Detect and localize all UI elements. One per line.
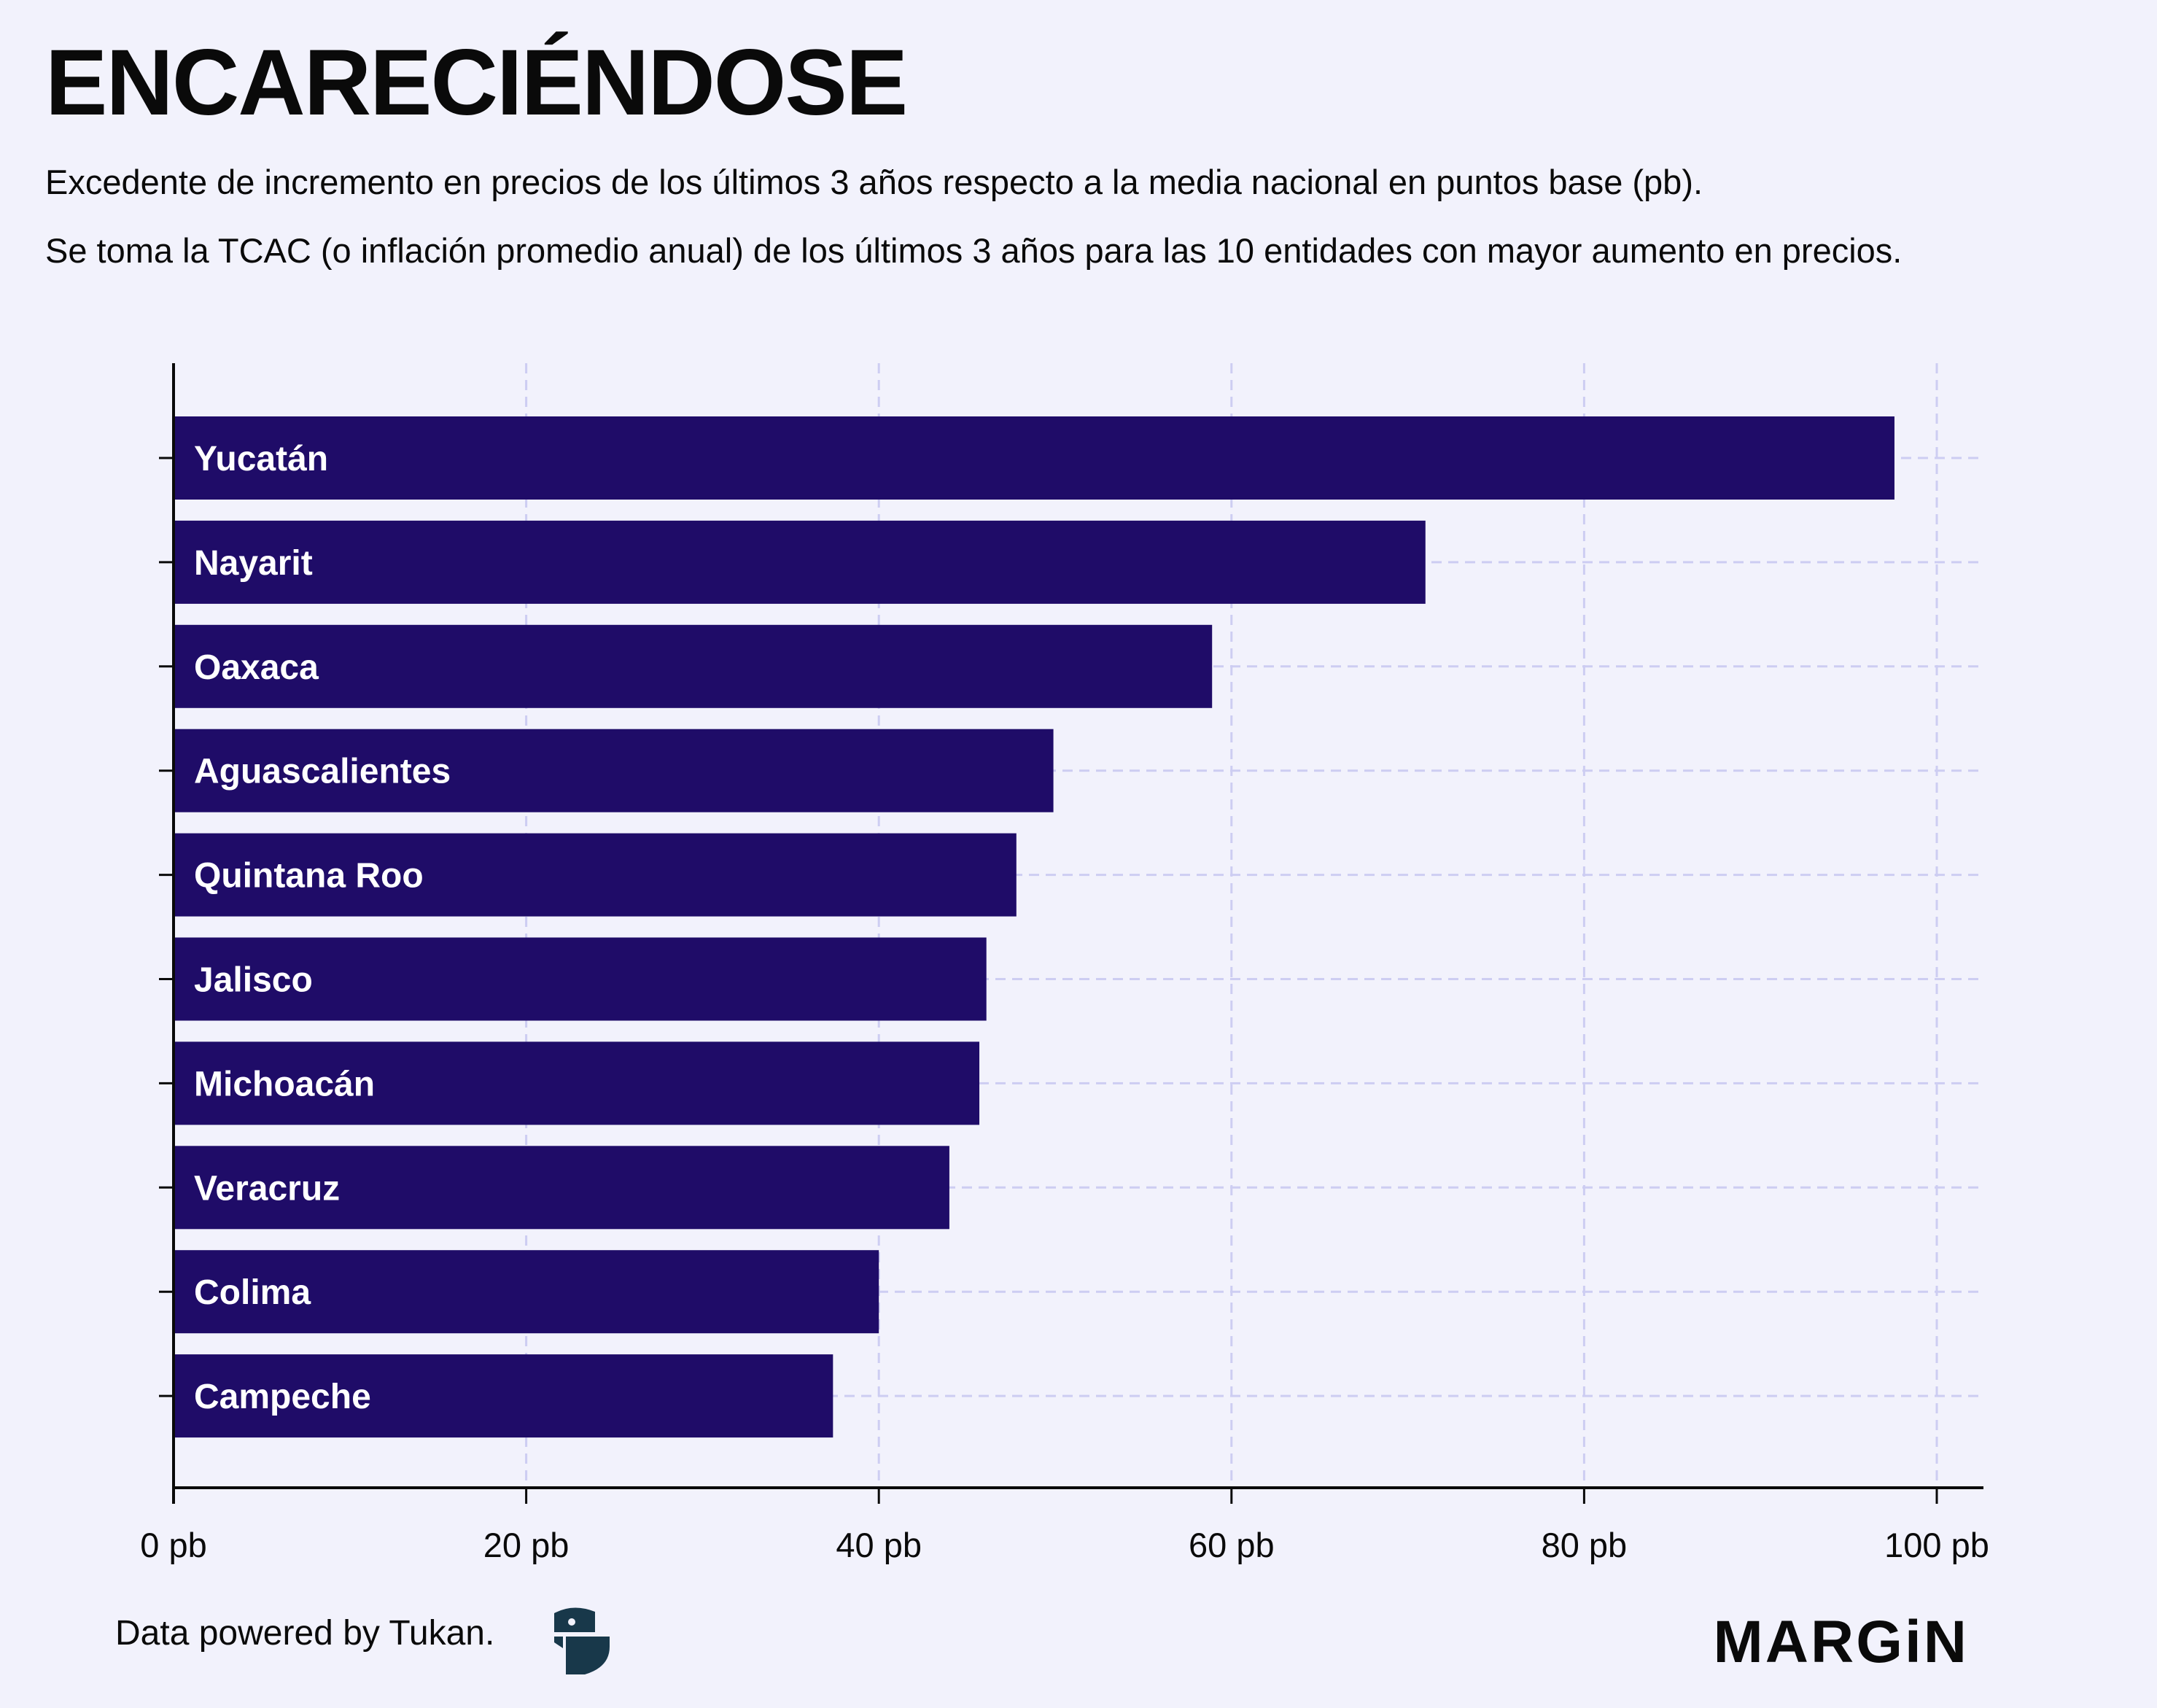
bar-label: Michoacán bbox=[194, 1065, 375, 1103]
x-tick-label: 40 pb bbox=[836, 1526, 922, 1564]
bar bbox=[174, 1354, 833, 1438]
bar bbox=[174, 416, 1894, 500]
data-credit: Data powered by Tukan. bbox=[115, 1614, 495, 1653]
bar-label: Yucatán bbox=[194, 440, 328, 478]
margin-brand-logo: MARGiN bbox=[1713, 1609, 1969, 1675]
bar-label: Campeche bbox=[194, 1378, 371, 1416]
tukan-logo-icon bbox=[554, 1607, 610, 1674]
bar-label: Colima bbox=[194, 1273, 311, 1312]
chart-note: Se toma la TCAC (o inflación promedio an… bbox=[45, 231, 1903, 270]
bar bbox=[174, 937, 987, 1021]
bar bbox=[174, 833, 1017, 917]
bar bbox=[174, 729, 1054, 812]
chart-subtitle: Excedente de incremento en precios de lo… bbox=[45, 163, 1703, 201]
bar-label: Aguascalientes bbox=[194, 753, 451, 791]
x-tick-label: 60 pb bbox=[1189, 1526, 1275, 1564]
bar-label: Nayarit bbox=[194, 544, 313, 583]
bar bbox=[174, 520, 1426, 604]
x-tick-label: 80 pb bbox=[1542, 1526, 1628, 1564]
x-tick-label: 0 pb bbox=[140, 1526, 206, 1564]
bar-label: Quintana Roo bbox=[194, 857, 424, 896]
bar bbox=[174, 624, 1213, 708]
x-tick-label: 100 pb bbox=[1884, 1526, 1989, 1564]
x-tick-label: 20 pb bbox=[483, 1526, 570, 1564]
bar-label: Veracruz bbox=[194, 1169, 340, 1208]
bar bbox=[174, 1146, 949, 1230]
bar bbox=[174, 1041, 980, 1125]
bar-label: Jalisco bbox=[194, 961, 313, 1000]
chart-title: ENCARECIÉNDOSE bbox=[45, 31, 908, 135]
bar-label: Oaxaca bbox=[194, 648, 319, 687]
bar bbox=[174, 1250, 879, 1334]
